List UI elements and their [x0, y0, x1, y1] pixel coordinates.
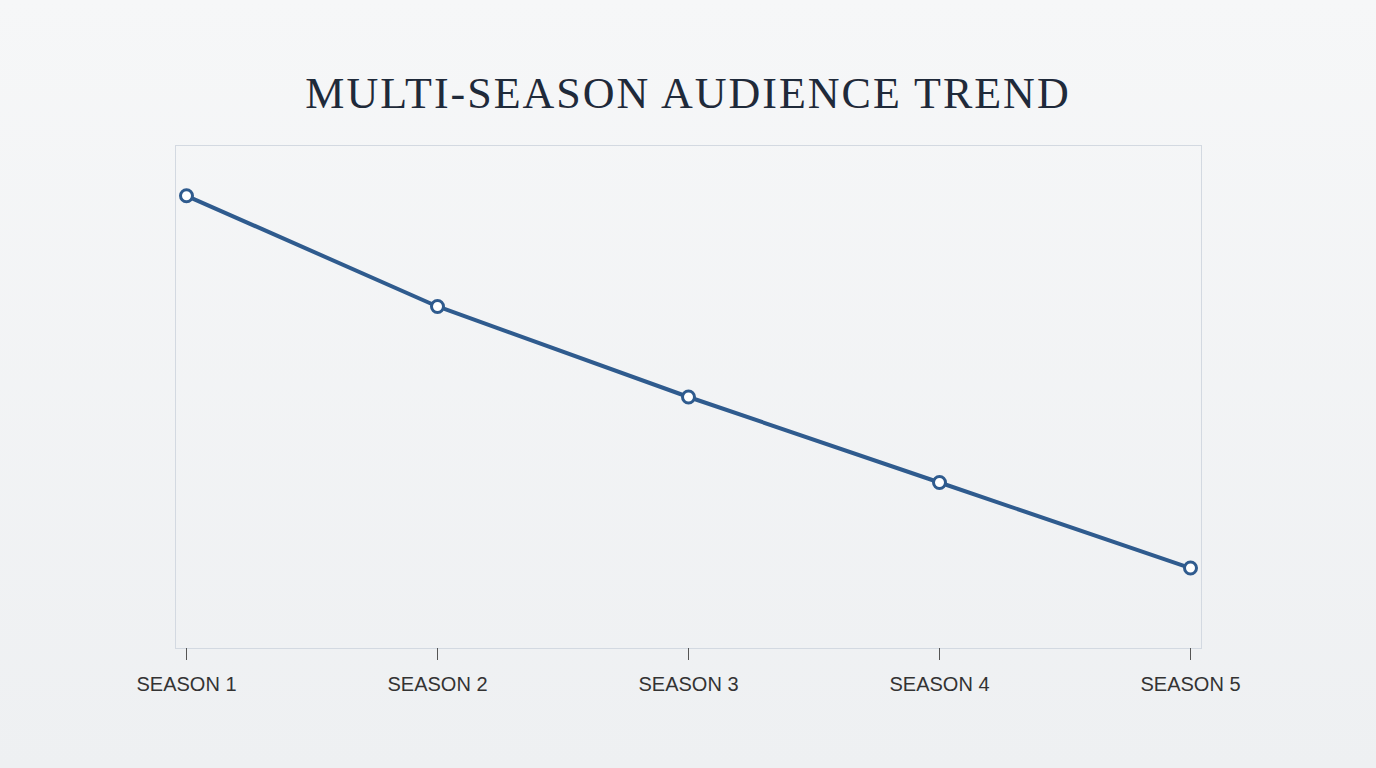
svg-text:SEASON 2: SEASON 2: [387, 673, 487, 695]
svg-text:SEASON 4: SEASON 4: [889, 673, 989, 695]
svg-text:SEASON 1: SEASON 1: [136, 673, 236, 695]
html-text:MULTI-SEASON AUDIENCE TREND: MULTI-SEASON AUDIENCE TREND: [305, 69, 1071, 118]
svg-text:SEASON 5: SEASON 5: [1140, 673, 1240, 695]
svg-text:SEASON 3: SEASON 3: [638, 673, 738, 695]
